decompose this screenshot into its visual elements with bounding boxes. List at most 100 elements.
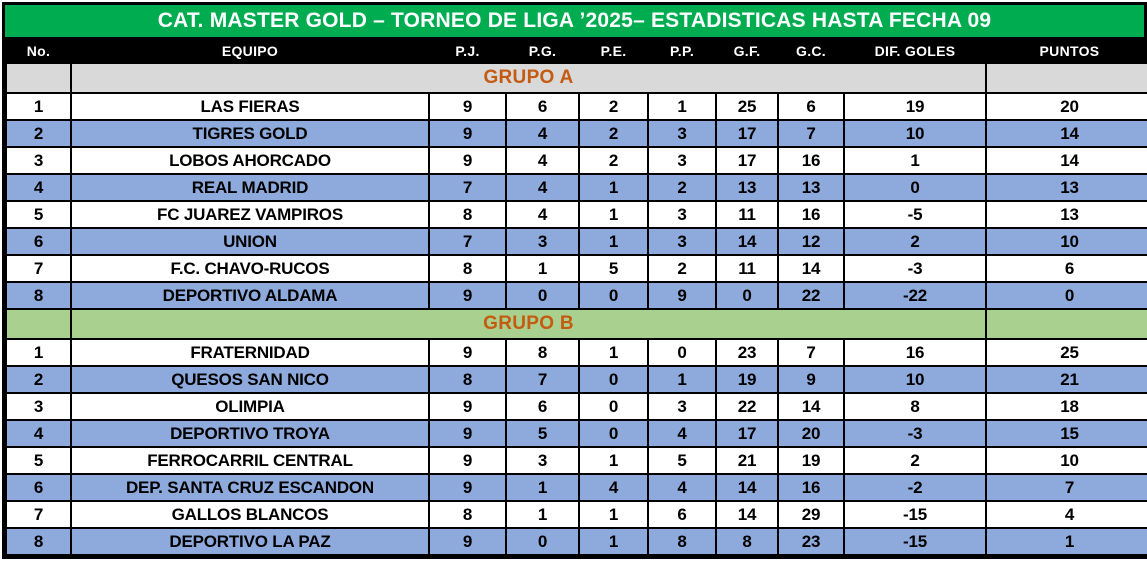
cell-pg: 3	[505, 227, 580, 256]
cell-pe: 1	[578, 527, 649, 556]
group-label: GRUPO B	[70, 308, 987, 340]
cell-gf: 21	[715, 446, 779, 475]
cell-pp: 3	[647, 392, 717, 421]
cell-puntos: 21	[985, 365, 1147, 394]
cell-gf: 14	[715, 227, 779, 256]
cell-gf: 17	[715, 419, 779, 448]
cell-gf: 11	[715, 254, 779, 283]
cell-pp: 2	[647, 254, 717, 283]
table-row: 3 OLIMPIA 9 6 0 3 22 14 8 18	[5, 392, 1147, 421]
cell-gf: 19	[715, 365, 779, 394]
cell-pg: 1	[505, 254, 580, 283]
cell-pg: 4	[505, 119, 580, 148]
group-header-puntos-cell	[985, 62, 1147, 94]
cell-dif-goles: 19	[843, 92, 987, 121]
cell-pp: 4	[647, 473, 717, 502]
table-row: 8 DEPORTIVO ALDAMA 9 0 0 9 0 22 -22 0	[5, 281, 1147, 310]
col-header-pe: P.E.	[578, 37, 649, 64]
cell-pj: 8	[428, 254, 507, 283]
table-row: 3 LOBOS AHORCADO 9 4 2 3 17 16 1 14	[5, 146, 1147, 175]
cell-no: 8	[5, 281, 72, 310]
cell-dif-goles: 2	[843, 227, 987, 256]
cell-pe: 0	[578, 281, 649, 310]
col-header-dif-goles: DIF. GOLES	[843, 37, 987, 64]
cell-puntos: 4	[985, 500, 1147, 529]
cell-equipo: TIGRES GOLD	[70, 119, 430, 148]
cell-puntos: 14	[985, 146, 1147, 175]
cell-pj: 9	[428, 92, 507, 121]
group-header-row: GRUPO A	[5, 62, 1147, 94]
cell-puntos: 14	[985, 119, 1147, 148]
cell-puntos: 15	[985, 419, 1147, 448]
table-row: 1 FRATERNIDAD 9 8 1 0 23 7 16 25	[5, 338, 1147, 367]
cell-gc: 23	[777, 527, 845, 556]
cell-no: 6	[5, 473, 72, 502]
cell-gf: 11	[715, 200, 779, 229]
cell-equipo: REAL MADRID	[70, 173, 430, 202]
cell-gc: 6	[777, 92, 845, 121]
cell-puntos: 13	[985, 200, 1147, 229]
cell-pe: 0	[578, 419, 649, 448]
cell-pe: 0	[578, 365, 649, 394]
cell-no: 3	[5, 392, 72, 421]
cell-pp: 6	[647, 500, 717, 529]
cell-no: 5	[5, 200, 72, 229]
cell-gf: 23	[715, 338, 779, 367]
cell-gc: 16	[777, 146, 845, 175]
cell-pp: 3	[647, 200, 717, 229]
cell-pg: 8	[505, 338, 580, 367]
cell-gf: 17	[715, 146, 779, 175]
table-row: 7 F.C. CHAVO-RUCOS 8 1 5 2 11 14 -3 6	[5, 254, 1147, 283]
cell-pe: 5	[578, 254, 649, 283]
cell-no: 4	[5, 173, 72, 202]
cell-pj: 8	[428, 200, 507, 229]
cell-puntos: 7	[985, 473, 1147, 502]
cell-equipo: FC JUAREZ VAMPIROS	[70, 200, 430, 229]
cell-pe: 1	[578, 500, 649, 529]
table-row: 2 TIGRES GOLD 9 4 2 3 17 7 10 14	[5, 119, 1147, 148]
group-label: GRUPO A	[70, 62, 987, 94]
cell-gc: 12	[777, 227, 845, 256]
cell-pp: 1	[647, 365, 717, 394]
cell-pj: 9	[428, 446, 507, 475]
cell-dif-goles: 8	[843, 392, 987, 421]
group-header-row: GRUPO B	[5, 308, 1147, 340]
cell-pj: 9	[428, 146, 507, 175]
cell-gc: 14	[777, 392, 845, 421]
cell-no: 6	[5, 227, 72, 256]
cell-dif-goles: -22	[843, 281, 987, 310]
cell-equipo: F.C. CHAVO-RUCOS	[70, 254, 430, 283]
cell-equipo: DEPORTIVO LA PAZ	[70, 527, 430, 556]
cell-gc: 16	[777, 200, 845, 229]
cell-pp: 9	[647, 281, 717, 310]
cell-pp: 3	[647, 227, 717, 256]
cell-equipo: DEPORTIVO ALDAMA	[70, 281, 430, 310]
cell-dif-goles: 10	[843, 119, 987, 148]
cell-equipo: QUESOS SAN NICO	[70, 365, 430, 394]
cell-pj: 7	[428, 173, 507, 202]
cell-pe: 2	[578, 146, 649, 175]
cell-gf: 17	[715, 119, 779, 148]
page-title: CAT. MASTER GOLD – TORNEO DE LIGA ’2025–…	[5, 5, 1144, 37]
cell-equipo: FRATERNIDAD	[70, 338, 430, 367]
cell-pg: 7	[505, 365, 580, 394]
cell-no: 2	[5, 119, 72, 148]
cell-puntos: 20	[985, 92, 1147, 121]
cell-pg: 1	[505, 500, 580, 529]
col-header-no: No.	[5, 37, 72, 64]
group-header-puntos-cell	[985, 308, 1147, 340]
cell-pj: 9	[428, 338, 507, 367]
cell-gc: 14	[777, 254, 845, 283]
cell-dif-goles: 16	[843, 338, 987, 367]
cell-dif-goles: 10	[843, 365, 987, 394]
cell-equipo: DEPORTIVO TROYA	[70, 419, 430, 448]
cell-gc: 22	[777, 281, 845, 310]
table-row: 2 QUESOS SAN NICO 8 7 0 1 19 9 10 21	[5, 365, 1147, 394]
cell-pp: 5	[647, 446, 717, 475]
cell-gf: 25	[715, 92, 779, 121]
cell-no: 3	[5, 146, 72, 175]
col-header-pj: P.J.	[428, 37, 507, 64]
col-header-gc: G.C.	[777, 37, 845, 64]
table-header: No. EQUIPO P.J. P.G. P.E. P.P. G.F. G.C.…	[5, 37, 1147, 64]
cell-no: 7	[5, 254, 72, 283]
